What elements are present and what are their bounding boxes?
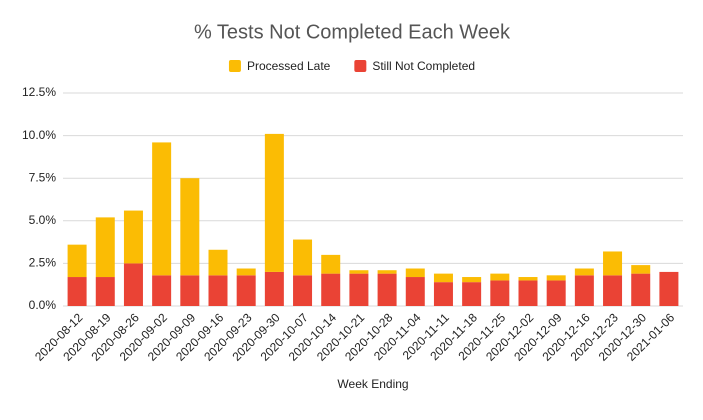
bar-segment	[405, 268, 425, 278]
bar-segment	[321, 273, 341, 306]
bar-segment	[349, 273, 369, 306]
legend-swatch	[354, 60, 367, 72]
bar-segment	[603, 251, 623, 276]
bar-segment	[236, 275, 256, 306]
bar-segment	[462, 277, 482, 283]
legend-label: Still Not Completed	[372, 59, 475, 73]
bar-segment	[264, 133, 284, 272]
bar-segment	[67, 277, 87, 306]
bar-segment	[405, 277, 425, 306]
y-tick-label: 12.5%	[22, 85, 56, 99]
bar-segment	[518, 277, 538, 281]
y-tick-label: 7.5%	[29, 170, 57, 184]
bar-segment	[377, 273, 397, 306]
bar-segment	[574, 268, 594, 276]
bar-segment	[377, 270, 397, 274]
bar-segment	[490, 280, 510, 306]
bar-segment	[236, 268, 256, 276]
bar-segment	[631, 273, 651, 306]
bar-segment	[208, 249, 228, 276]
bar-segment	[631, 265, 651, 274]
bar-segment	[180, 178, 200, 276]
bar-segment	[462, 282, 482, 306]
bar-segment	[264, 271, 284, 306]
bar-segment	[123, 210, 143, 264]
bar-segment	[433, 273, 453, 283]
y-tick-label: 2.5%	[29, 256, 57, 270]
bar-segment	[123, 263, 143, 306]
bar-segment	[95, 217, 115, 278]
bar-segment	[490, 273, 510, 281]
bar-segment	[603, 275, 623, 306]
bar-segment	[95, 277, 115, 306]
bar-segment	[349, 270, 369, 274]
bar-segment	[180, 275, 200, 306]
bar-segment	[67, 244, 87, 278]
bar-segment	[546, 280, 566, 306]
y-tick-label: 10.0%	[22, 128, 56, 142]
y-tick-label: 5.0%	[29, 213, 57, 227]
bar-segment	[321, 254, 341, 274]
bar-segment	[293, 275, 313, 306]
bar-segment	[152, 275, 172, 306]
chart-title: % Tests Not Completed Each Week	[194, 21, 511, 43]
bar-segment	[574, 275, 594, 306]
bar-segment	[433, 282, 453, 306]
legend-swatch	[228, 60, 241, 72]
y-tick-label: 0.0%	[29, 298, 57, 312]
bar-segment	[546, 275, 566, 281]
bar-segment	[152, 142, 172, 276]
bar-segment	[518, 280, 538, 306]
legend-label: Processed Late	[247, 59, 331, 73]
bar-segment	[659, 271, 679, 306]
x-axis-label: Week Ending	[337, 377, 408, 391]
bar-segment	[208, 275, 228, 306]
bar-segment	[293, 239, 313, 276]
